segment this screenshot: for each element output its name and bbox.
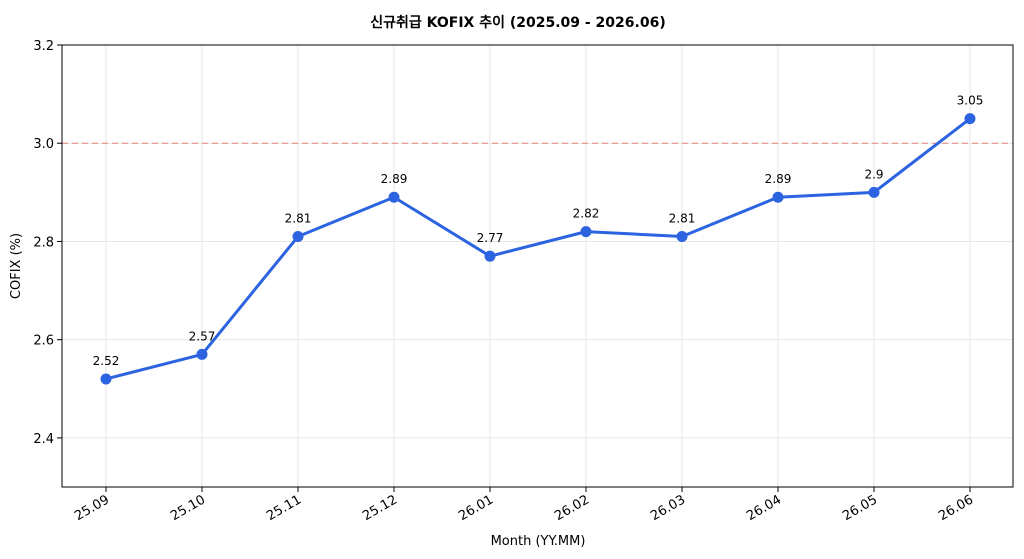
x-tick-label: 26.01 — [456, 492, 496, 524]
x-tick-label: 26.06 — [936, 492, 976, 524]
data-label: 2.89 — [765, 172, 792, 186]
y-tick-label: 2.6 — [33, 334, 54, 349]
data-point — [772, 191, 784, 203]
x-tick-label: 26.04 — [744, 492, 784, 524]
x-tick-label: 26.03 — [648, 492, 688, 524]
data-label: 2.57 — [189, 329, 216, 343]
data-label: 2.89 — [381, 172, 408, 186]
data-point — [100, 373, 112, 385]
x-axis-label: Month (YY.MM) — [491, 534, 586, 549]
y-tick-label: 2.8 — [33, 235, 54, 250]
y-tick-label: 2.4 — [33, 432, 54, 447]
x-tick-label: 26.02 — [552, 492, 592, 524]
x-tick-label: 25.11 — [264, 492, 304, 524]
data-label: 2.81 — [285, 212, 312, 226]
chart-title: 신규취급 KOFIX 추이 (2025.09 - 2026.06) — [370, 14, 665, 31]
data-labels: 2.52 2.57 2.81 2.89 2.77 2.82 2.81 2.89 2.9 3.05 — [93, 94, 984, 368]
data-label: 2.52 — [93, 354, 120, 368]
y-axis: 2.4 2.6 2.8 3.0 3.2 — [33, 39, 62, 447]
x-tick-label: 25.09 — [72, 492, 112, 524]
data-point — [580, 226, 592, 238]
data-label: 3.05 — [957, 94, 984, 108]
x-tick-label: 25.12 — [360, 492, 400, 524]
data-point — [964, 113, 976, 125]
data-point — [196, 348, 208, 360]
data-point — [676, 231, 688, 243]
series-layer — [100, 113, 976, 385]
data-label: 2.82 — [573, 207, 600, 221]
series-line — [104, 117, 972, 381]
x-axis: 25.09 25.10 25.11 25.12 26.01 26.02 26.03 26.04… — [72, 487, 976, 524]
plot-frame — [61, 44, 1014, 488]
y-axis-label: COFIX (%) — [9, 233, 24, 299]
grid — [62, 44, 1013, 487]
data-label: 2.77 — [477, 231, 504, 245]
data-point — [292, 231, 304, 243]
data-point — [388, 191, 400, 203]
data-point — [484, 250, 496, 262]
data-point — [868, 186, 880, 198]
x-tick-label: 25.10 — [168, 492, 208, 524]
y-tick-label: 3.0 — [33, 137, 54, 152]
y-tick-label: 3.2 — [33, 39, 54, 54]
x-tick-label: 26.05 — [840, 492, 880, 524]
data-label: 2.9 — [864, 167, 883, 181]
data-label: 2.81 — [669, 212, 696, 226]
